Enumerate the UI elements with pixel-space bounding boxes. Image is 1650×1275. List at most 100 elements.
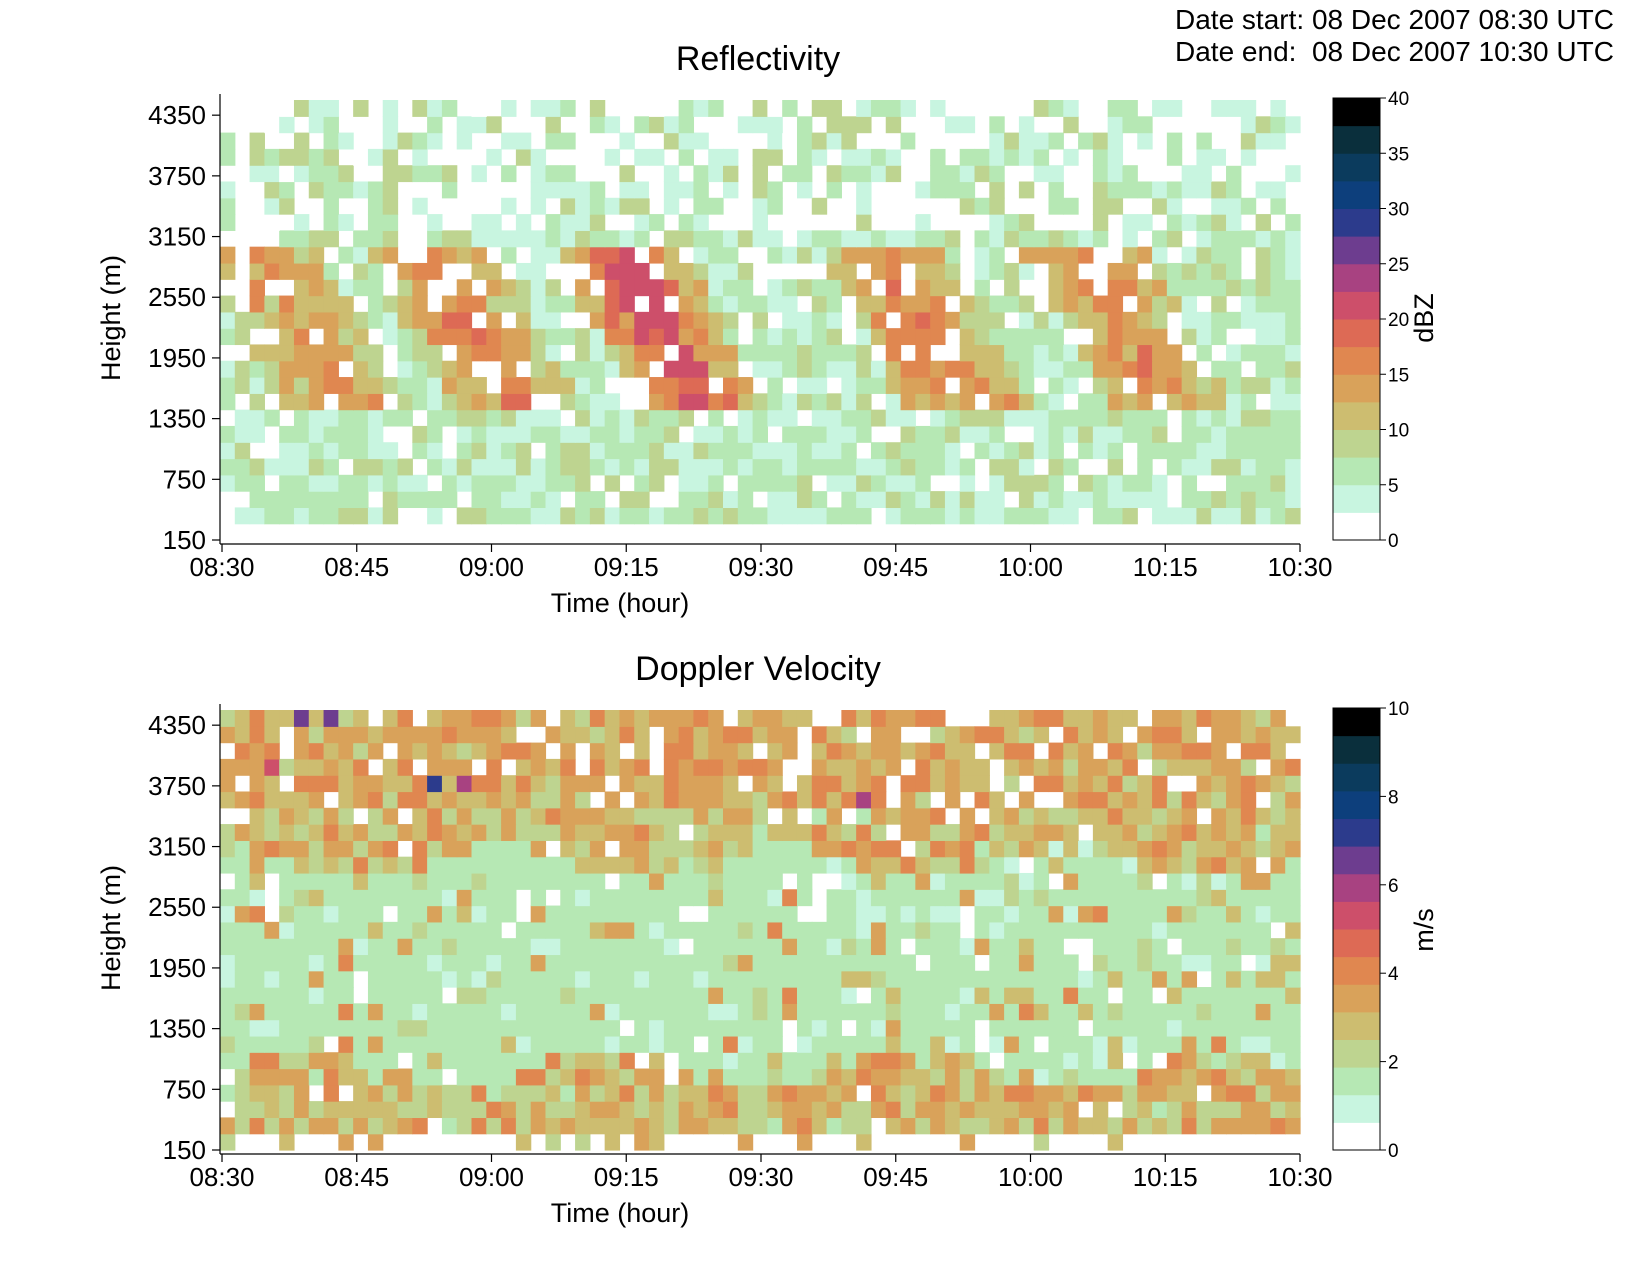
heatmap-cell: [1152, 1101, 1168, 1119]
heatmap-cell: [1004, 1019, 1020, 1037]
heatmap-cell: [1137, 905, 1153, 923]
heatmap-cell: [515, 921, 532, 939]
heatmap-cell: [989, 165, 1005, 183]
heatmap-cell: [1004, 1035, 1020, 1053]
heatmap-cell: [575, 409, 591, 427]
heatmap-cell: [989, 377, 1005, 394]
heatmap-cell: [1063, 458, 1079, 476]
heatmap-cell: [382, 791, 399, 809]
heatmap-cell: [234, 442, 251, 460]
heatmap-cell: [693, 1101, 709, 1119]
heatmap-cell: [634, 360, 650, 378]
heatmap-cell: [486, 726, 502, 744]
heatmap-cell: [870, 360, 887, 378]
heatmap-cell: [1181, 442, 1198, 460]
heatmap-cell: [841, 246, 857, 264]
heatmap-cell: [1063, 1084, 1079, 1102]
heatmap-cell: [1181, 938, 1198, 956]
heatmap-cell: [1285, 393, 1301, 411]
heatmap-cell: [1285, 458, 1301, 476]
heatmap-cell: [1004, 954, 1020, 972]
heatmap-cell: [619, 840, 635, 858]
heatmap-cell: [959, 360, 976, 378]
heatmap-cell: [634, 344, 650, 362]
heatmap-cell: [249, 1035, 265, 1053]
heatmap-cell: [885, 1101, 902, 1119]
heatmap-cell: [1063, 905, 1079, 923]
heatmap-cell: [264, 1019, 280, 1037]
heatmap-cell: [944, 393, 961, 411]
doppler-velocity-y-axis-label: Height (m): [96, 865, 126, 991]
heatmap-cell: [545, 1133, 561, 1151]
heatmap-cell: [471, 458, 487, 476]
heatmap-cell: [1137, 840, 1153, 858]
heatmap-cell: [1285, 442, 1301, 460]
heatmap-cell: [456, 344, 473, 362]
heatmap-cell: [1122, 246, 1138, 264]
heatmap-cell: [634, 889, 650, 907]
heatmap-cell: [678, 921, 695, 939]
heatmap-cell: [604, 938, 621, 956]
heatmap-cell: [1092, 775, 1109, 793]
heatmap-cell: [1004, 1003, 1020, 1021]
heatmap-cell: [338, 1117, 354, 1135]
heatmap-cell: [279, 474, 295, 492]
heatmap-cell: [634, 197, 650, 215]
heatmap-cell: [323, 775, 339, 793]
heatmap-cell: [796, 393, 813, 411]
heatmap-cell: [619, 360, 635, 378]
heatmap-cell: [1270, 360, 1286, 378]
heatmap-cell: [545, 726, 561, 744]
heatmap-cell: [515, 230, 532, 248]
heatmap-cell: [1211, 710, 1227, 727]
heatmap-cell: [530, 758, 547, 776]
heatmap-cell: [915, 758, 931, 776]
heatmap-cell: [1122, 775, 1138, 793]
heatmap-cell: [323, 344, 339, 362]
colorbar-tick-label: 4: [1388, 964, 1399, 985]
heatmap-cell: [708, 165, 724, 183]
heatmap-cell: [619, 807, 635, 825]
heatmap-cell: [293, 295, 310, 313]
heatmap-cell: [811, 360, 828, 378]
heatmap-cell: [471, 230, 487, 248]
heatmap-cell: [412, 987, 428, 1004]
heatmap-cell: [782, 393, 798, 411]
heatmap-cell: [1004, 970, 1020, 988]
heatmap-cell: [1048, 279, 1064, 297]
heatmap-cell: [856, 970, 872, 988]
heatmap-cell: [545, 807, 561, 825]
heatmap-cell: [752, 197, 768, 215]
heatmap-cell: [841, 726, 857, 744]
heatmap-cell: [486, 311, 502, 329]
heatmap-cell: [1078, 742, 1094, 760]
heatmap-cell: [338, 295, 354, 313]
heatmap-cell: [501, 987, 517, 1004]
heatmap-cell: [856, 1035, 872, 1053]
heatmap-cell: [989, 889, 1005, 907]
heatmap-cell: [604, 295, 621, 313]
heatmap-cell: [382, 1068, 399, 1086]
heatmap-cell: [1048, 1101, 1064, 1119]
heatmap-cell: [782, 279, 798, 297]
heatmap-cell: [1270, 775, 1286, 793]
heatmap-cell: [1166, 132, 1183, 150]
heatmap-cell: [515, 840, 532, 858]
heatmap-cell: [782, 1003, 798, 1021]
heatmap-cell: [220, 840, 236, 858]
heatmap-cell: [619, 409, 635, 427]
heatmap-cell: [1166, 1084, 1183, 1102]
heatmap-cell: [634, 279, 650, 297]
colorbar-segment: [1333, 929, 1380, 958]
heatmap-cell: [293, 246, 310, 264]
heatmap-cell: [249, 905, 265, 923]
heatmap-cell: [338, 165, 354, 183]
heatmap-cell: [382, 758, 399, 776]
heatmap-cell: [560, 807, 576, 825]
heatmap-cell: [604, 824, 621, 841]
heatmap-cell: [856, 1019, 872, 1037]
heatmap-cell: [486, 970, 502, 988]
heatmap-cell: [249, 262, 265, 280]
heatmap-cell: [338, 872, 354, 890]
heatmap-cell: [323, 360, 339, 378]
